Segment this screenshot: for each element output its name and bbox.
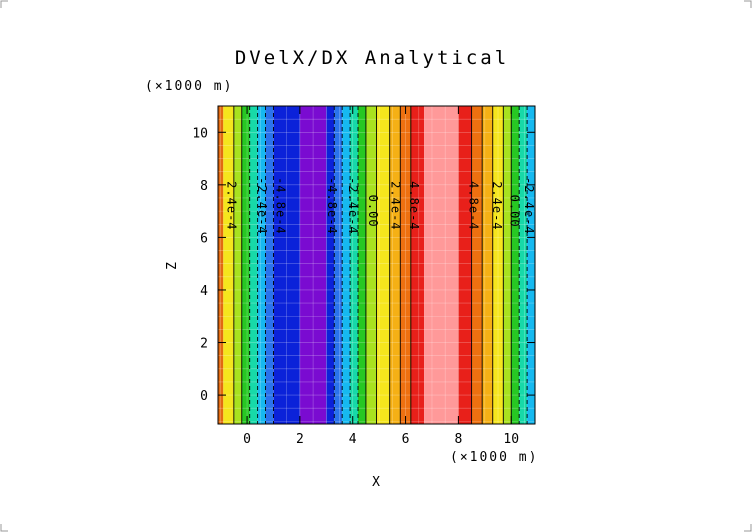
x-tick-label: 0 xyxy=(243,432,251,447)
contour-label-7: 4.8e-4 xyxy=(407,181,421,230)
y-axis-ticks: 0 2 4 6 8 10 xyxy=(192,126,535,404)
color-band-3 xyxy=(241,106,250,424)
contour-label-4: -2.4e-4 xyxy=(346,177,360,235)
contour-label-10: 0.00 xyxy=(507,195,521,228)
contour-label-0: 2.4e-4 xyxy=(225,181,239,230)
y-unit-label: (×1000 m) xyxy=(145,79,233,94)
color-band-14 xyxy=(365,106,377,424)
x-tick-label: 6 xyxy=(402,432,410,447)
corner-mark-top-left xyxy=(0,0,8,8)
contour-label-3: -4.8e-4 xyxy=(325,177,339,235)
x-axis-label: X xyxy=(372,475,380,490)
y-tick-label: 4 xyxy=(200,284,208,299)
color-band-6 xyxy=(265,106,274,424)
contour-label-8: 4.8e-4 xyxy=(466,181,480,230)
color-band-22 xyxy=(482,106,493,424)
color-band-19 xyxy=(424,106,459,424)
contour-label-9: 2.4e-4 xyxy=(490,181,504,230)
y-axis-label: Z xyxy=(165,262,180,270)
color-band-2 xyxy=(233,106,242,424)
color-band-17 xyxy=(400,106,411,424)
color-band-25 xyxy=(511,106,520,424)
color-band-26 xyxy=(519,106,528,424)
y-tick-label: 0 xyxy=(200,389,208,404)
corner-mark-bottom-left xyxy=(0,524,8,532)
plot-area: 2.4e-4 -2.4e-4 -4.8e-4 -4.8e-4 -2.4e-4 0.00 2.… xyxy=(217,105,536,425)
color-band-13 xyxy=(358,106,366,424)
y-tick-label: 6 xyxy=(200,231,208,246)
color-band-12 xyxy=(350,106,359,424)
color-band-1 xyxy=(223,106,234,424)
color-band-16 xyxy=(389,106,401,424)
contour-label-2: -4.8e-4 xyxy=(274,177,288,235)
color-band-24 xyxy=(503,106,512,424)
contour-lines xyxy=(233,106,528,424)
contour-label-1: -2.4e-4 xyxy=(255,177,269,235)
color-band-5 xyxy=(257,106,266,424)
contour-label-6: 2.4e-4 xyxy=(388,181,402,230)
contour-label-11: -2.4e-4 xyxy=(522,177,536,235)
color-band-4 xyxy=(249,106,258,424)
color-band-7 xyxy=(273,106,300,424)
x-unit-label: (×1000 m) xyxy=(450,450,538,465)
color-band-11 xyxy=(342,106,351,424)
y-tick-label: 8 xyxy=(200,179,208,194)
color-bands xyxy=(218,106,535,424)
color-band-18 xyxy=(410,106,425,424)
color-band-0 xyxy=(218,106,224,424)
color-band-15 xyxy=(376,106,390,424)
y-tick-label: 10 xyxy=(192,126,208,141)
x-tick-label: 8 xyxy=(454,432,462,447)
corner-mark-top-right xyxy=(744,0,752,8)
x-tick-label: 4 xyxy=(349,432,357,447)
x-tick-label: 2 xyxy=(296,432,304,447)
corner-mark-bottom-right xyxy=(744,524,752,532)
plot-frame xyxy=(217,105,536,425)
color-band-27 xyxy=(527,106,535,424)
color-band-21 xyxy=(471,106,483,424)
color-band-9 xyxy=(326,106,335,424)
chart-title: DVelX/DX Analytical xyxy=(235,47,509,69)
color-band-20 xyxy=(458,106,472,424)
color-band-10 xyxy=(334,106,343,424)
color-band-8 xyxy=(299,106,327,424)
x-axis-ticks: 0 2 4 6 8 10 xyxy=(243,106,519,447)
x-tick-label: 10 xyxy=(503,432,519,447)
y-tick-label: 2 xyxy=(200,337,208,352)
contour-labels: 2.4e-4 -2.4e-4 -4.8e-4 -4.8e-4 -2.4e-4 0.00 2.… xyxy=(225,177,536,235)
contour-label-5: 0.00 xyxy=(366,195,380,228)
color-band-23 xyxy=(492,106,504,424)
